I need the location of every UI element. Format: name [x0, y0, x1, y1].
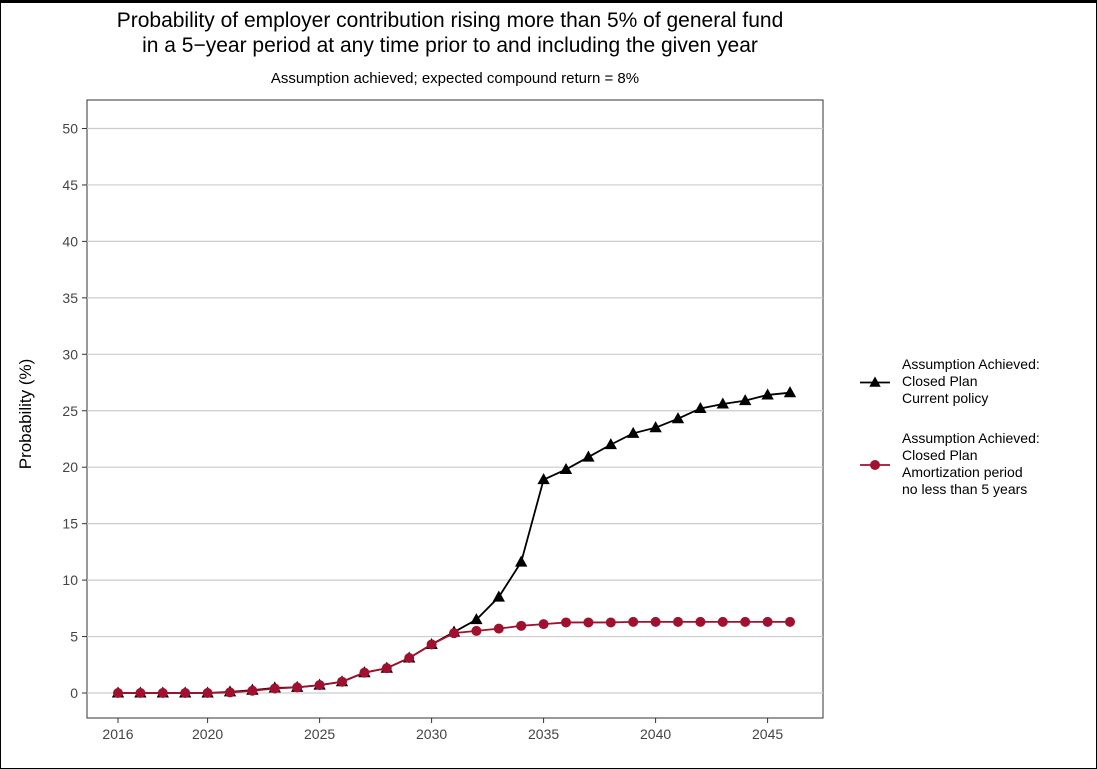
legend-triangle-marker	[869, 376, 881, 387]
series-2-point	[292, 682, 303, 693]
y-tick-label: 45	[62, 177, 78, 193]
y-tick-label: 50	[62, 121, 78, 137]
series-2-point	[628, 616, 639, 627]
series-2-point	[561, 617, 571, 628]
series-2-point	[449, 628, 459, 639]
y-axis-label: Probability (%)	[16, 358, 35, 470]
series-1-point	[470, 613, 483, 625]
legend-entry-1: Assumption Achieved: Closed Plan Current p…	[902, 356, 1040, 407]
legend-circle-marker	[870, 460, 880, 470]
series-1-point	[761, 388, 774, 400]
x-tick-label: 2035	[528, 726, 559, 742]
series-2-point	[225, 687, 235, 698]
y-tick-label: 5	[70, 629, 78, 645]
x-tick-label: 2016	[102, 726, 133, 742]
series-2-point	[740, 616, 751, 627]
legend-entry-line: no less than 5 years	[902, 481, 1028, 497]
series-1-point	[604, 438, 617, 450]
y-tick-label: 15	[62, 516, 78, 532]
series-2-point	[202, 688, 213, 698]
legend-entry-line: Closed Plan	[902, 373, 978, 389]
series-2-point	[180, 688, 191, 698]
series-2-point	[404, 653, 415, 664]
y-tick-label: 35	[62, 290, 78, 306]
x-tick-label: 2020	[192, 726, 223, 742]
series-2-point	[381, 663, 392, 674]
series-1-point	[739, 394, 752, 406]
y-tick-label: 25	[62, 403, 78, 419]
series-2-point	[785, 616, 795, 627]
legend-entry-line: Closed Plan	[902, 447, 978, 463]
series-1-point	[694, 401, 707, 414]
chart-title-line-1: Probability of employer contribution ris…	[116, 9, 784, 32]
series-2-point	[157, 688, 168, 698]
series-2-point	[247, 685, 258, 696]
x-tick-label: 2045	[752, 726, 783, 742]
series-1-point	[492, 590, 505, 602]
series-2-point	[605, 617, 616, 628]
series-1-point	[649, 421, 662, 433]
x-tick-label: 2030	[416, 726, 447, 742]
series-1-point	[671, 412, 685, 424]
series-2-point	[762, 616, 773, 627]
chart-title-line-2: in a 5−year period at any time prior to …	[142, 34, 758, 57]
series-2-point	[471, 625, 482, 636]
series-1-point	[515, 555, 528, 567]
y-tick-label: 10	[62, 572, 78, 588]
series-1-point	[716, 397, 729, 409]
series-2-point	[650, 616, 661, 627]
series-1-point	[537, 473, 550, 485]
series-2-point	[337, 676, 347, 687]
series-2-point	[673, 616, 683, 627]
y-tick-label: 30	[62, 346, 78, 362]
legend-entry-line: Current policy	[902, 390, 989, 406]
series-1-point	[559, 462, 573, 475]
series-2-point	[135, 688, 146, 698]
series-1-point	[783, 386, 797, 398]
series-2-point	[516, 620, 527, 631]
series-1-point	[582, 450, 595, 462]
legend-entry-line: Assumption Achieved:	[902, 430, 1040, 446]
x-tick-label: 2025	[304, 726, 335, 742]
series-2-point	[538, 619, 549, 630]
y-tick-label: 40	[62, 233, 78, 249]
series-2-point	[493, 623, 504, 634]
plot-panel	[86, 99, 824, 719]
series-2-point	[314, 680, 325, 691]
series-2-point	[717, 616, 728, 627]
series-2-point	[426, 639, 437, 650]
y-tick-label: 0	[70, 685, 78, 701]
series-2-point	[269, 683, 280, 694]
series-2-point	[113, 688, 123, 698]
series-2-point	[583, 617, 594, 628]
series-2-point	[695, 616, 706, 627]
legend-entry-line: Amortization period	[902, 464, 1023, 480]
legend-entry-line: Assumption Achieved:	[902, 356, 1040, 372]
series-1-point	[627, 426, 640, 438]
legend-entry-2: Assumption Achieved: Closed Plan Amortizat…	[902, 430, 1040, 498]
series-2-point	[359, 667, 370, 678]
x-tick-label: 2040	[640, 726, 671, 742]
chart-subtitle: Assumption achieved; expected compound r…	[270, 70, 640, 87]
y-tick-label: 20	[62, 459, 78, 475]
